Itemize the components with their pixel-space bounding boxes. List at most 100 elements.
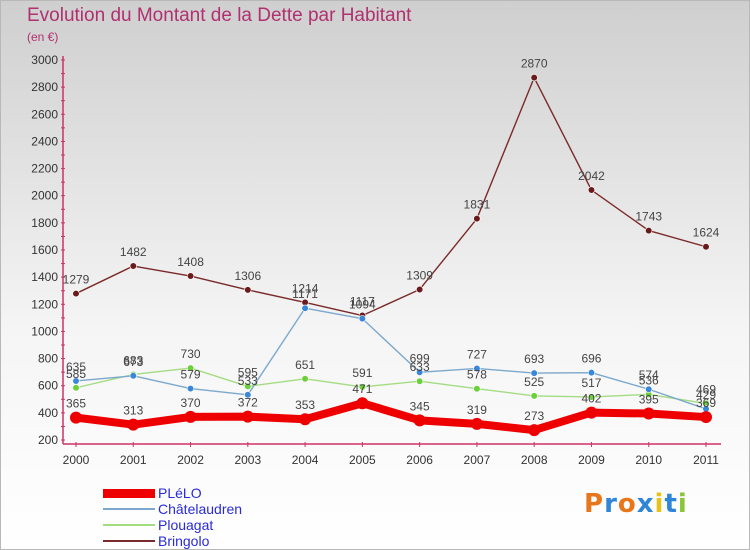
data-label: 1279 [63,273,90,287]
data-point [184,410,197,423]
data-point [416,285,424,294]
proxiti-logo: Proxiti [584,489,688,519]
data-label: 1171 [292,287,318,301]
data-point [186,272,195,280]
chart-subtitle: (en €) [27,30,59,44]
data-point [301,304,309,312]
data-label: 633 [410,360,430,374]
data-label: 395 [639,393,659,407]
data-label: 353 [295,398,315,412]
data-label: 651 [295,358,315,372]
x-tick-label: 2010 [635,453,662,467]
data-label: 591 [352,366,372,380]
data-point [244,391,252,399]
legend-item: Bringolo [103,533,242,549]
logo-letter: P [584,489,605,519]
x-tick-label: 2008 [521,453,548,467]
x-tick-label: 2000 [63,453,90,467]
data-label: 533 [238,374,258,388]
data-label: 313 [123,404,143,418]
data-point [530,392,538,400]
data-label: 730 [181,347,201,361]
y-tick-label: 1200 [31,297,58,311]
x-tick-label: 2007 [464,453,491,467]
data-point [530,74,538,82]
data-point [72,384,80,392]
data-label: 370 [181,396,201,410]
y-tick-label: 600 [38,379,58,393]
data-label: 369 [696,396,716,410]
data-point [645,226,653,235]
y-tick-label: 200 [38,433,58,447]
data-label: 319 [467,403,487,417]
data-point [700,411,712,424]
data-label: 402 [581,392,601,406]
x-tick-label: 2006 [406,453,433,467]
legend-label: Châtelaudren [158,501,243,517]
legend-swatch [103,508,155,510]
data-point [358,315,366,323]
series-layer [70,74,712,437]
data-label: 1117 [350,295,375,309]
series-line-plouagat [75,367,707,405]
data-point [587,393,596,401]
data-point [416,368,424,376]
data-point [358,383,366,391]
y-tick-label: 1400 [31,270,58,284]
data-label: 635 [66,360,86,374]
data-label: 683 [123,353,143,367]
data-label: 2042 [578,169,605,183]
y-tick-label: 2600 [31,107,58,121]
data-point [416,377,424,385]
logo-letter: i [677,489,688,519]
x-tick-label: 2003 [234,453,261,467]
data-point [70,411,82,424]
data-point [642,407,655,420]
data-label: 536 [639,373,659,387]
data-label: 1743 [635,210,662,224]
data-point [587,369,596,377]
x-tick-label: 2005 [349,453,376,467]
y-tick-label: 1600 [31,243,58,257]
data-point [473,364,481,373]
data-label: 2870 [521,57,548,71]
series-line-cha-telaudren [75,307,707,410]
chart-legend: PLéLO Châtelaudren Plouagat Bringolo [103,485,242,549]
data-label: 1408 [177,255,204,269]
x-tick-label: 2009 [578,453,605,467]
y-tick-label: 2800 [31,80,58,94]
logo-letter: r [604,489,618,519]
data-label: 699 [410,351,430,365]
data-point [528,424,541,437]
data-point [585,406,598,419]
legend-label: Plouagat [158,517,214,533]
y-tick-label: 2200 [31,162,58,176]
data-point [473,385,481,393]
data-point [244,286,252,294]
y-tick-label: 2400 [31,134,58,148]
data-label: 471 [352,382,372,396]
data-label: 365 [66,397,86,411]
data-point [470,417,483,430]
data-label: 429 [696,388,716,402]
y-tick-label: 800 [38,352,58,366]
x-tick-label: 2002 [177,453,204,467]
data-point [241,410,254,423]
data-label: 1309 [406,268,433,282]
data-point [702,243,710,251]
data-point [413,414,426,427]
data-point [587,186,596,194]
data-point [129,372,137,380]
data-point [299,413,312,426]
logo-letter: t [664,489,678,519]
x-tick-label: 2004 [292,453,319,467]
data-point [530,369,538,377]
data-point [127,418,140,431]
y-tick-label: 2000 [31,189,58,203]
data-label: 525 [524,375,544,389]
logo-letter: x [636,489,655,519]
data-label: 579 [181,368,201,382]
y-tick-label: 1000 [31,324,58,338]
legend-label: PLéLO [158,485,202,501]
